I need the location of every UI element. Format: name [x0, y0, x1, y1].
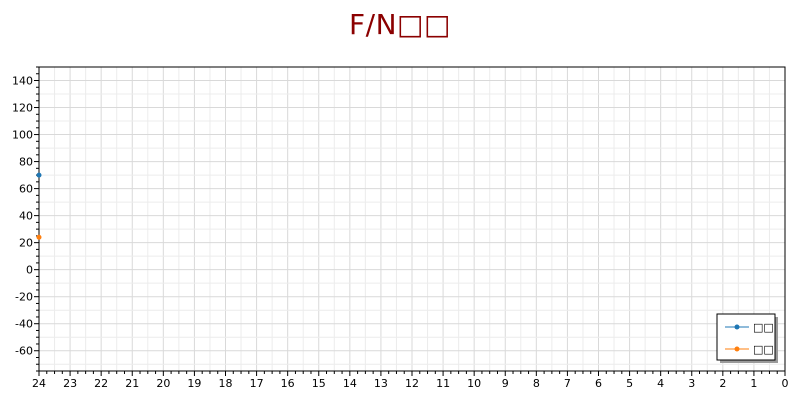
- y-tick-label: 60: [19, 183, 33, 196]
- series-layer: [36, 172, 42, 240]
- y-tick-label: 0: [26, 264, 33, 277]
- x-tick-label: 9: [502, 377, 509, 390]
- x-tick-label: 22: [94, 377, 108, 390]
- x-tick-label: 20: [156, 377, 170, 390]
- y-tick-label: 120: [12, 102, 33, 115]
- x-tick-label: 18: [219, 377, 233, 390]
- x-tick-label: 7: [564, 377, 571, 390]
- x-tick-label: 2: [719, 377, 726, 390]
- legend-label: □□: [753, 343, 774, 356]
- y-tick-label: -40: [15, 318, 33, 331]
- x-tick-label: 17: [250, 377, 264, 390]
- legend-marker: [734, 324, 740, 330]
- y-tick-label: 140: [12, 75, 33, 88]
- x-tick-label: 10: [467, 377, 481, 390]
- y-tick-label: 80: [19, 156, 33, 169]
- y-tick-label: 100: [12, 129, 33, 142]
- x-tick-label: 12: [405, 377, 419, 390]
- x-tick-label: 0: [782, 377, 789, 390]
- x-tick-label: 3: [688, 377, 695, 390]
- x-tick-label: 14: [343, 377, 357, 390]
- legend-box: [716, 313, 776, 361]
- y-tick-label: 40: [19, 210, 33, 223]
- grid-layer: [38, 66, 786, 371]
- chart-title: F/N□□: [349, 8, 451, 41]
- data-point: [36, 172, 42, 178]
- x-tick-label: 5: [626, 377, 633, 390]
- x-tick-label: 6: [595, 377, 602, 390]
- x-tick-label: 4: [657, 377, 664, 390]
- x-tick-label: 16: [281, 377, 295, 390]
- x-tick-label: 8: [533, 377, 540, 390]
- legend-marker: [734, 346, 740, 352]
- x-tick-label: 24: [32, 377, 46, 390]
- x-tick-label: 15: [312, 377, 326, 390]
- x-tick-label: 13: [374, 377, 388, 390]
- legend-label: □□: [753, 321, 774, 334]
- x-tick-label: 19: [187, 377, 201, 390]
- x-tick-label: 21: [125, 377, 139, 390]
- y-tick-label: -60: [15, 345, 33, 358]
- legend-items: □□ □□: [725, 321, 774, 356]
- x-tick-label: 1: [750, 377, 757, 390]
- legend: □□ □□: [716, 313, 778, 363]
- data-point: [36, 234, 42, 240]
- x-tick-label: 23: [63, 377, 77, 390]
- y-tick-label: 20: [19, 237, 33, 250]
- y-tick-label: -20: [15, 291, 33, 304]
- x-tick-label: 11: [436, 377, 450, 390]
